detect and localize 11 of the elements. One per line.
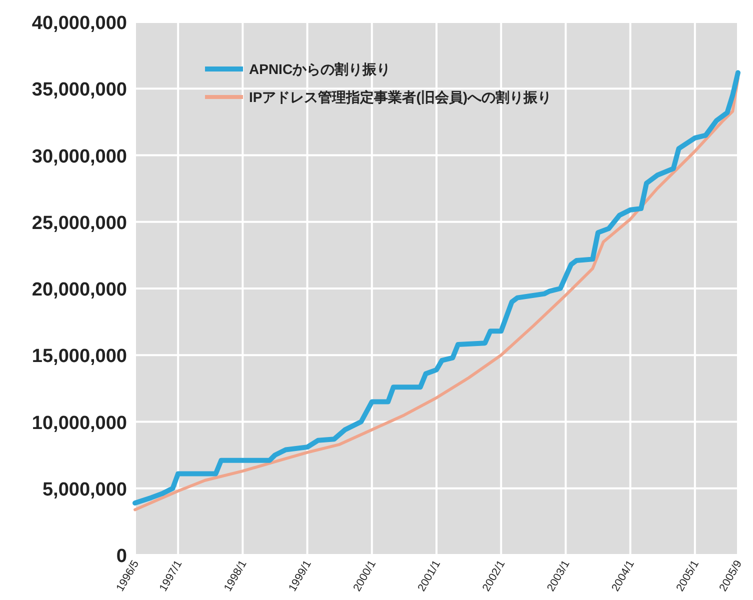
y-tick-label: 5,000,000 — [42, 479, 127, 500]
y-tick-label: 0 — [116, 546, 127, 567]
y-tick-label: 20,000,000 — [32, 280, 127, 300]
y-tick-label: 35,000,000 — [32, 80, 127, 101]
y-tick-label: 10,000,000 — [32, 412, 127, 434]
y-tick-label: 25,000,000 — [32, 212, 127, 234]
y-tick-label: 15,000,000 — [32, 346, 127, 368]
y-tick-label: 30,000,000 — [32, 146, 127, 168]
y-tick-label: 40,000,000 — [32, 13, 127, 34]
legend-label: IPアドレス管理指定事業者(旧会員)への割り振り — [249, 89, 552, 105]
legend-label: APNICからの割り振り — [249, 61, 391, 77]
